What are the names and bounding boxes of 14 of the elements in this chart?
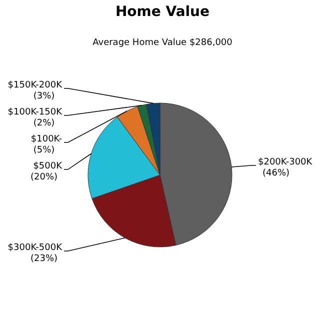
chart-title: Home Value: [115, 4, 210, 20]
slice-label: $100K-: [30, 134, 62, 144]
data-label: (5%): [33, 145, 55, 156]
slice-label: $500K: [33, 161, 64, 172]
data-label: (3%): [33, 91, 55, 102]
data-label: (46%): [262, 168, 290, 178]
data-label: (2%): [33, 118, 55, 128]
data-label: (23%): [30, 254, 58, 264]
slice-label: $150K-200K: [8, 80, 64, 90]
chart-subtitle: Average Home Value $286,000: [92, 38, 233, 48]
slice-label: $100K-150K: [8, 107, 64, 118]
data-label: (20%): [30, 172, 58, 182]
slice-label: $300K-500K: [8, 243, 64, 254]
slice-label: $200K-300K: [258, 157, 314, 168]
